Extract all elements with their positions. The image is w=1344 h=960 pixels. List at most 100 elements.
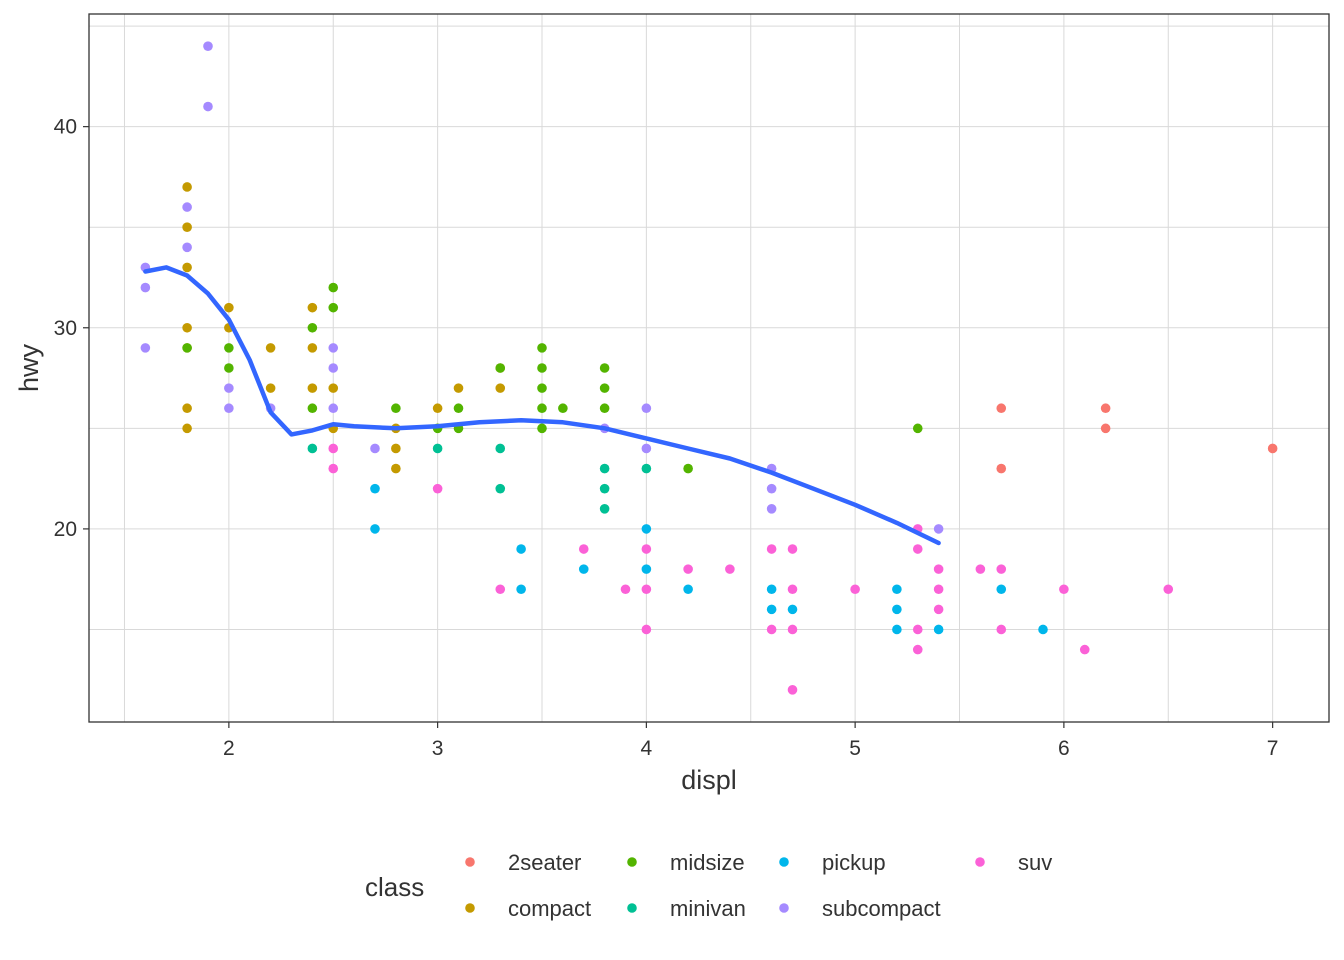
data-point-subcompact <box>766 503 777 514</box>
legend-label-subcompact: subcompact <box>822 896 941 921</box>
legend-title: class <box>365 872 424 902</box>
smooth-trend-line <box>143 265 941 546</box>
data-point-subcompact <box>203 101 213 112</box>
data-point-compact <box>182 403 192 414</box>
data-point-2seater <box>996 403 1007 414</box>
data-point-suv <box>578 544 589 554</box>
data-point-compact <box>453 383 464 393</box>
data-point-midsize <box>182 343 192 353</box>
data-point-2seater <box>996 463 1007 474</box>
data-point-2seater <box>1267 443 1278 454</box>
data-point-midsize <box>537 343 547 353</box>
y-tick-label: 30 <box>54 317 77 340</box>
data-point-suv <box>850 584 860 595</box>
y-tick-label: 20 <box>54 518 77 541</box>
data-point-midsize <box>307 322 318 333</box>
legend-label-suv: suv <box>1018 850 1052 875</box>
data-point-midsize <box>495 363 506 373</box>
data-point-pickup <box>516 544 526 554</box>
data-point-suv <box>787 624 798 635</box>
data-point-subcompact <box>766 483 777 494</box>
data-point-compact <box>265 343 276 353</box>
data-point-midsize <box>599 403 610 414</box>
data-point-pickup <box>766 584 777 595</box>
data-point-subcompact <box>224 383 234 393</box>
data-point-suv <box>641 544 652 554</box>
data-point-suv <box>725 564 735 574</box>
x-tick-label: 5 <box>849 737 861 760</box>
data-point-subcompact <box>328 363 339 373</box>
data-point-pickup <box>578 564 589 574</box>
data-point-midsize <box>328 282 339 293</box>
data-point-pickup <box>641 524 652 534</box>
data-point-suv <box>683 564 693 574</box>
data-point-pickup <box>516 584 526 595</box>
data-point-subcompact <box>328 343 339 353</box>
legend-key-minivan <box>627 903 637 913</box>
data-point-midsize <box>558 403 568 414</box>
data-point-minivan <box>495 443 506 454</box>
data-point-midsize <box>537 383 547 393</box>
data-point-suv <box>766 624 777 635</box>
data-point-pickup <box>787 604 798 615</box>
data-point-suv <box>432 483 443 494</box>
y-tick-label: 40 <box>54 116 77 139</box>
data-point-suv <box>495 584 506 595</box>
data-point-subcompact <box>933 524 944 534</box>
legend-key-2seater <box>465 857 475 867</box>
data-point-midsize <box>307 403 318 414</box>
x-tick-label: 3 <box>432 737 444 760</box>
data-point-midsize <box>453 403 464 414</box>
legend-item-minivan: minivan <box>627 896 746 921</box>
x-axis-ticks: 2 3 4 5 6 7 <box>223 722 1278 760</box>
data-point-suv <box>933 584 944 595</box>
data-points <box>140 41 1278 695</box>
legend: class 2seater compact midsize minivan pickup… <box>365 850 1052 921</box>
data-point-2seater <box>1100 423 1111 434</box>
data-point-compact <box>391 463 401 474</box>
data-point-compact <box>307 343 318 353</box>
data-point-suv <box>787 584 798 595</box>
legend-item-midsize: midsize <box>627 850 745 875</box>
data-point-compact <box>307 383 318 393</box>
data-point-pickup <box>683 584 693 595</box>
data-point-suv <box>912 624 923 635</box>
legend-item-compact: compact <box>465 896 591 921</box>
data-point-suv <box>1059 584 1069 595</box>
legend-item-subcompact: subcompact <box>779 896 941 921</box>
data-point-suv <box>328 443 339 454</box>
data-point-pickup <box>892 584 902 595</box>
data-point-2seater <box>1100 403 1111 414</box>
data-point-pickup <box>1038 624 1048 635</box>
data-point-midsize <box>537 403 547 414</box>
data-point-compact <box>328 383 339 393</box>
data-point-subcompact <box>203 41 213 51</box>
data-point-pickup <box>370 524 380 534</box>
y-axis-title: hwy <box>14 343 44 392</box>
data-point-suv <box>620 584 631 595</box>
data-point-minivan <box>641 463 652 474</box>
x-axis-title: displ <box>681 765 737 795</box>
data-point-midsize <box>683 463 693 474</box>
data-point-compact <box>182 222 192 233</box>
data-point-suv <box>975 564 986 574</box>
data-point-minivan <box>599 463 610 474</box>
data-point-minivan <box>599 483 610 494</box>
x-tick-label: 6 <box>1058 737 1070 760</box>
data-point-subcompact <box>140 343 151 353</box>
data-point-compact <box>224 302 234 313</box>
legend-key-pickup <box>779 857 789 867</box>
y-axis-ticks: 20 30 40 <box>54 116 89 541</box>
data-point-subcompact <box>224 403 234 414</box>
legend-key-midsize <box>627 857 637 867</box>
data-point-suv <box>1079 644 1090 655</box>
x-tick-label: 2 <box>223 737 235 760</box>
data-point-compact <box>182 322 192 333</box>
data-point-minivan <box>432 443 443 454</box>
data-point-subcompact <box>370 443 380 454</box>
legend-label-pickup: pickup <box>822 850 886 875</box>
legend-items: 2seater compact midsize minivan pickup subcom… <box>465 850 1052 921</box>
data-point-midsize <box>391 403 401 414</box>
data-point-suv <box>912 544 923 554</box>
data-point-suv <box>641 624 652 635</box>
